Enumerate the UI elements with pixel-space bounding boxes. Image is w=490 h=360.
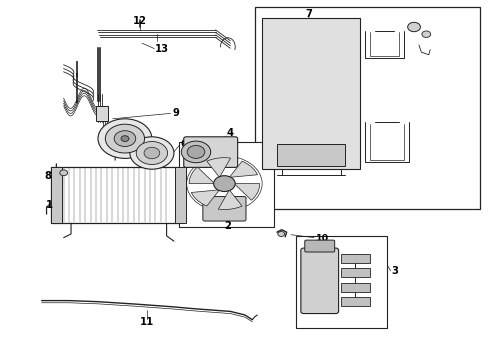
Text: 9: 9	[173, 108, 180, 118]
Circle shape	[144, 147, 160, 159]
Text: 3: 3	[392, 266, 398, 276]
Circle shape	[278, 231, 285, 237]
FancyBboxPatch shape	[184, 137, 238, 167]
Bar	[96, 106, 108, 121]
Text: 10: 10	[316, 234, 329, 243]
Polygon shape	[191, 190, 220, 206]
Bar	[51, 167, 62, 223]
Circle shape	[187, 145, 205, 158]
Circle shape	[98, 119, 152, 158]
FancyBboxPatch shape	[301, 248, 339, 314]
Bar	[51, 167, 186, 223]
Bar	[262, 18, 360, 169]
Polygon shape	[189, 167, 215, 184]
Circle shape	[60, 170, 68, 176]
Circle shape	[181, 141, 211, 163]
Circle shape	[130, 137, 174, 169]
Circle shape	[136, 141, 168, 165]
Bar	[255, 7, 480, 209]
Bar	[277, 144, 345, 166]
Bar	[341, 297, 370, 306]
Circle shape	[114, 131, 136, 147]
FancyBboxPatch shape	[305, 240, 335, 252]
Text: 7: 7	[305, 9, 312, 19]
Text: 6: 6	[180, 139, 187, 149]
Text: 2: 2	[224, 221, 231, 231]
Text: 12: 12	[133, 15, 147, 26]
Bar	[175, 167, 186, 223]
Bar	[341, 268, 370, 277]
Circle shape	[214, 176, 235, 192]
Text: 1: 1	[46, 200, 52, 210]
Bar	[179, 142, 274, 227]
Circle shape	[121, 136, 129, 141]
Circle shape	[408, 22, 420, 32]
Text: 8: 8	[45, 171, 51, 181]
Polygon shape	[234, 184, 260, 200]
Circle shape	[422, 31, 431, 37]
Polygon shape	[207, 158, 231, 177]
Polygon shape	[229, 161, 258, 177]
Bar	[341, 254, 370, 263]
Bar	[296, 236, 387, 328]
Polygon shape	[218, 190, 242, 210]
Circle shape	[105, 124, 145, 153]
Text: 4: 4	[227, 128, 234, 138]
Text: 5: 5	[148, 143, 155, 153]
Bar	[341, 283, 370, 292]
Text: 13: 13	[155, 44, 169, 54]
Text: 11: 11	[140, 317, 154, 327]
FancyBboxPatch shape	[203, 197, 246, 221]
